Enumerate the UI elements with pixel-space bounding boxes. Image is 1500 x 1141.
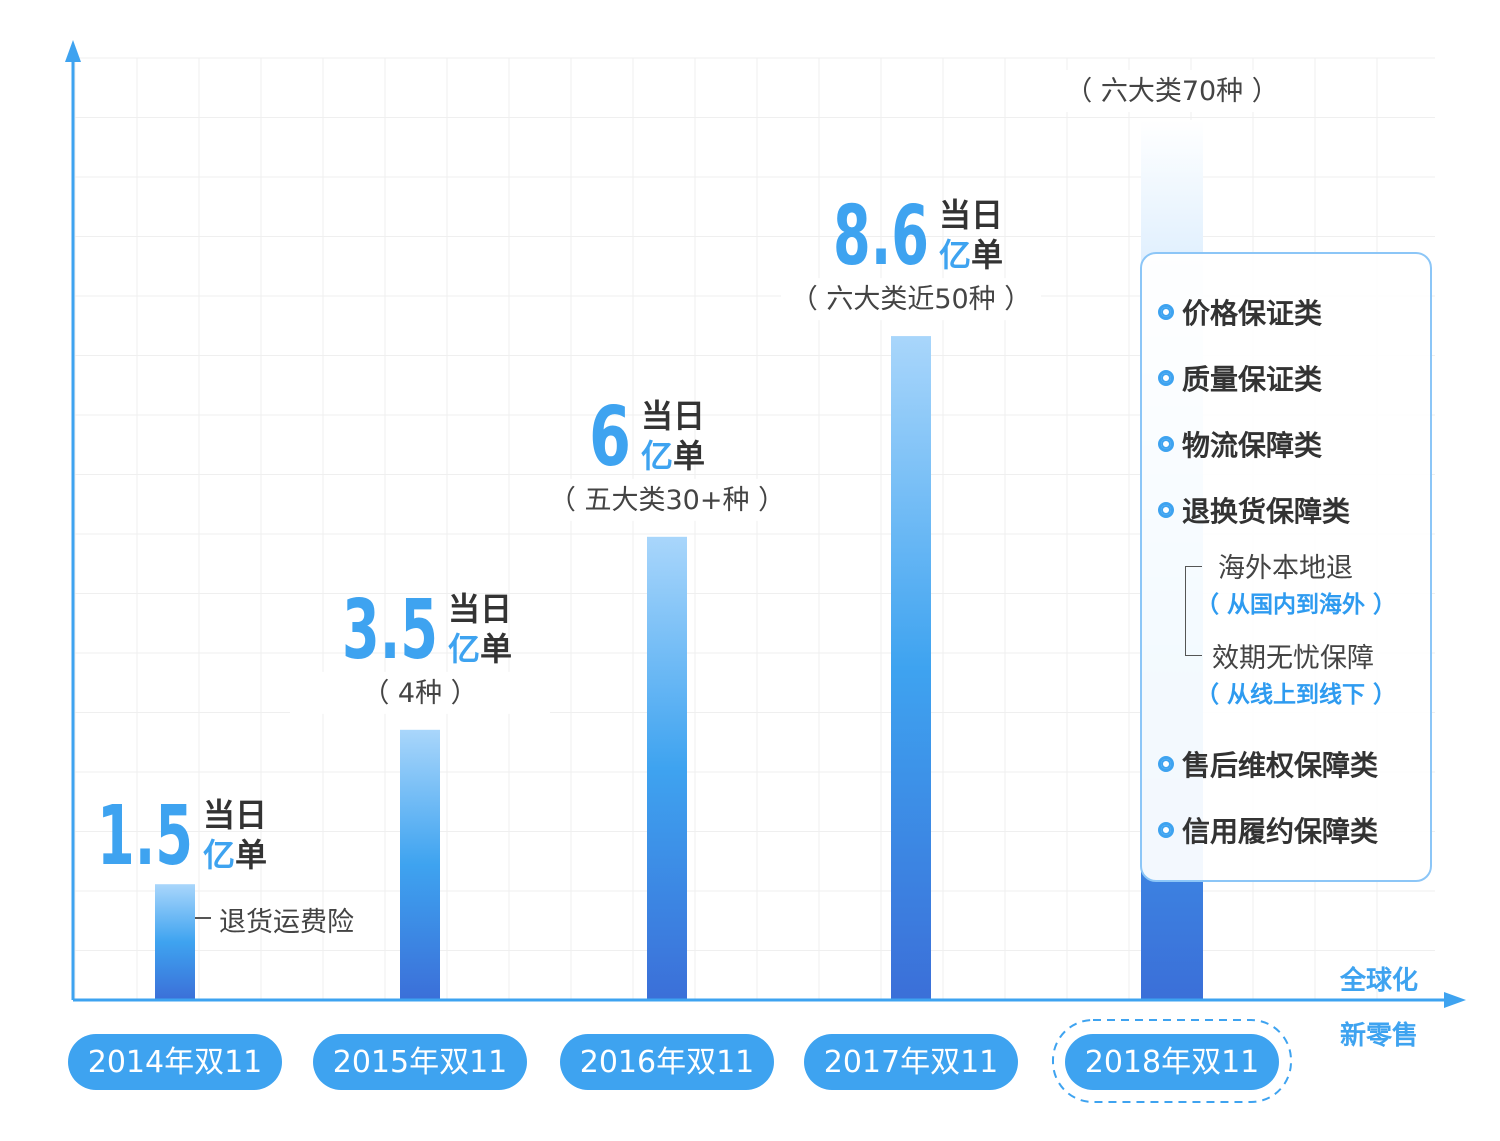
bullet-icon	[1158, 370, 1174, 386]
unit-line2: 亿单	[939, 236, 1003, 274]
axis-label-new-retail: 新零售	[1340, 1021, 1419, 1051]
bullet-icon	[1158, 756, 1174, 772]
sub-item-bracket	[1185, 566, 1202, 656]
category-label: 2018年双11	[1085, 1045, 1260, 1080]
unit-line1: 当日	[448, 590, 512, 628]
panel-item: 质量保证类	[1158, 358, 1322, 398]
annotation-tick	[195, 917, 211, 919]
axes	[65, 40, 1466, 1008]
category-pill-2014年双11: 2014年双11	[68, 1034, 282, 1090]
sub-item-note: （ 从国内到海外 ）	[1196, 592, 1397, 618]
guarantee-panel-2018	[1140, 252, 1432, 882]
category-pill-2016年双11: 2016年双11	[560, 1034, 774, 1090]
category-note: （ 六大类近50种 ）	[791, 284, 1032, 315]
sub-item-note: （ 从线上到线下 ）	[1196, 682, 1397, 708]
bar-2016年双11	[647, 536, 687, 1000]
category-note: （ 4种 ）	[362, 678, 477, 709]
category-label: 2017年双11	[824, 1045, 999, 1080]
bullet-icon	[1158, 436, 1174, 452]
bullet-icon	[1158, 304, 1174, 320]
category-note: （ 五大类30+种 ）	[549, 485, 785, 516]
panel-item: 信用履约保障类	[1158, 810, 1378, 850]
unit-line1: 当日	[641, 397, 705, 435]
value-number: 3.5	[342, 583, 438, 678]
panel-item: 物流保障类	[1158, 424, 1322, 464]
unit-line1: 当日	[203, 796, 267, 834]
bar-2015年双11	[400, 729, 440, 1000]
bar-2017年双11	[891, 336, 931, 1001]
category-label: 2016年双11	[580, 1045, 755, 1080]
category-label: 2014年双11	[88, 1045, 263, 1080]
bullet-icon	[1158, 822, 1174, 838]
axis-label-globalization: 全球化	[1340, 966, 1419, 996]
value-number: 6	[589, 390, 631, 485]
bullet-icon	[1158, 502, 1174, 518]
category-label: 2015年双11	[333, 1045, 508, 1080]
unit-line1: 当日	[939, 196, 1003, 234]
unit-line2: 亿单	[203, 836, 267, 874]
category-note: （ 六大类70种 ）	[1065, 76, 1279, 107]
bar-2014年双11	[155, 884, 195, 1000]
sub-item-label: 海外本地退	[1218, 553, 1353, 584]
unit-line2: 亿单	[448, 630, 512, 668]
category-pill-2018年双11: 2018年双11	[1052, 1019, 1292, 1103]
panel-item: 售后维权保障类	[1158, 744, 1378, 784]
category-pill-2015年双11: 2015年双11	[313, 1034, 527, 1090]
value-number: 8.6	[833, 189, 929, 284]
value-number: 1.5	[97, 789, 193, 884]
panel-item: 价格保证类	[1158, 292, 1322, 332]
category-pill-2017年双11: 2017年双11	[804, 1034, 1018, 1090]
panel-item: 退换货保障类	[1158, 490, 1350, 530]
unit-line2: 亿单	[641, 437, 705, 475]
sub-item-label: 效期无忧保障	[1212, 643, 1374, 674]
annotation-2014: 退货运费险	[219, 907, 354, 938]
